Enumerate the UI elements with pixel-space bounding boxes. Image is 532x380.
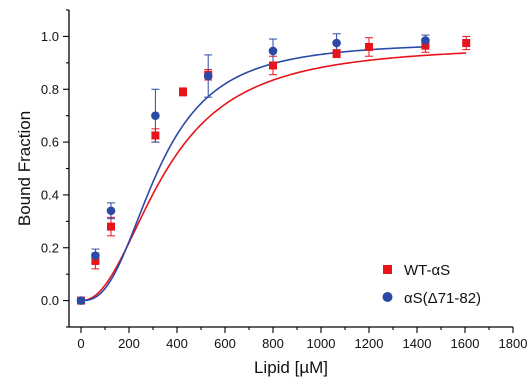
data-point-delta: [151, 111, 160, 120]
legend-marker-wt: [383, 265, 392, 274]
legend-marker-delta: [382, 292, 393, 302]
data-point-delta: [421, 36, 430, 45]
y-tick-label: 0.4: [41, 187, 59, 202]
x-tick-label: 1600: [451, 336, 480, 351]
error-bars-group: [91, 33, 471, 270]
x-axis-title: Lipid [µM]: [254, 358, 328, 377]
y-tick-label: 0.0: [41, 293, 59, 308]
data-point-wt: [91, 256, 100, 265]
y-tick-label: 1.0: [41, 29, 59, 44]
y-tick-label: 0.6: [41, 135, 59, 150]
fit-curve-0: [80, 52, 467, 302]
x-tick-label: 0: [77, 336, 84, 351]
legend: WT-αS αS(Δ71-82): [382, 262, 481, 307]
ticks-group: 0 200 400 600 800 1000 1200 1400 1600 1800 0.0 0.2 0…: [41, 9, 528, 351]
y-tick-label: 0.8: [41, 82, 59, 97]
data-point-wt: [107, 222, 115, 231]
data-point-wt: [179, 87, 187, 96]
x-tick-label: 1200: [355, 336, 384, 351]
data-point-wt: [151, 131, 160, 140]
legend-label-wt: WT-αS: [404, 262, 450, 279]
data-point-wt: [269, 61, 277, 70]
data-point-delta: [268, 46, 278, 56]
x-tick-label: 1400: [403, 336, 432, 351]
y-axis-title: Bound Fraction: [15, 111, 34, 226]
data-points-group: [76, 36, 471, 305]
fit-curve-1: [80, 46, 426, 302]
data-point-wt: [462, 39, 471, 48]
data-point-wt: [332, 49, 341, 58]
data-point-delta: [332, 38, 341, 48]
x-tick-label: 400: [166, 336, 188, 351]
data-point-delta: [106, 206, 116, 216]
x-tick-label: 200: [118, 336, 140, 351]
data-point-delta: [91, 251, 100, 260]
data-point-wt: [421, 41, 430, 50]
x-tick-label: 600: [214, 336, 236, 351]
x-tick-label: 800: [262, 336, 284, 351]
legend-label-delta: αS(Δ71-82): [404, 290, 481, 307]
data-point-delta: [76, 296, 86, 305]
y-tick-label: 0.2: [41, 240, 59, 255]
data-point-delta: [203, 71, 213, 81]
x-tick-label: 1000: [307, 336, 336, 351]
x-tick-label: 1800: [499, 336, 528, 351]
axes-group: [68, 10, 513, 328]
data-point-wt: [365, 42, 373, 51]
